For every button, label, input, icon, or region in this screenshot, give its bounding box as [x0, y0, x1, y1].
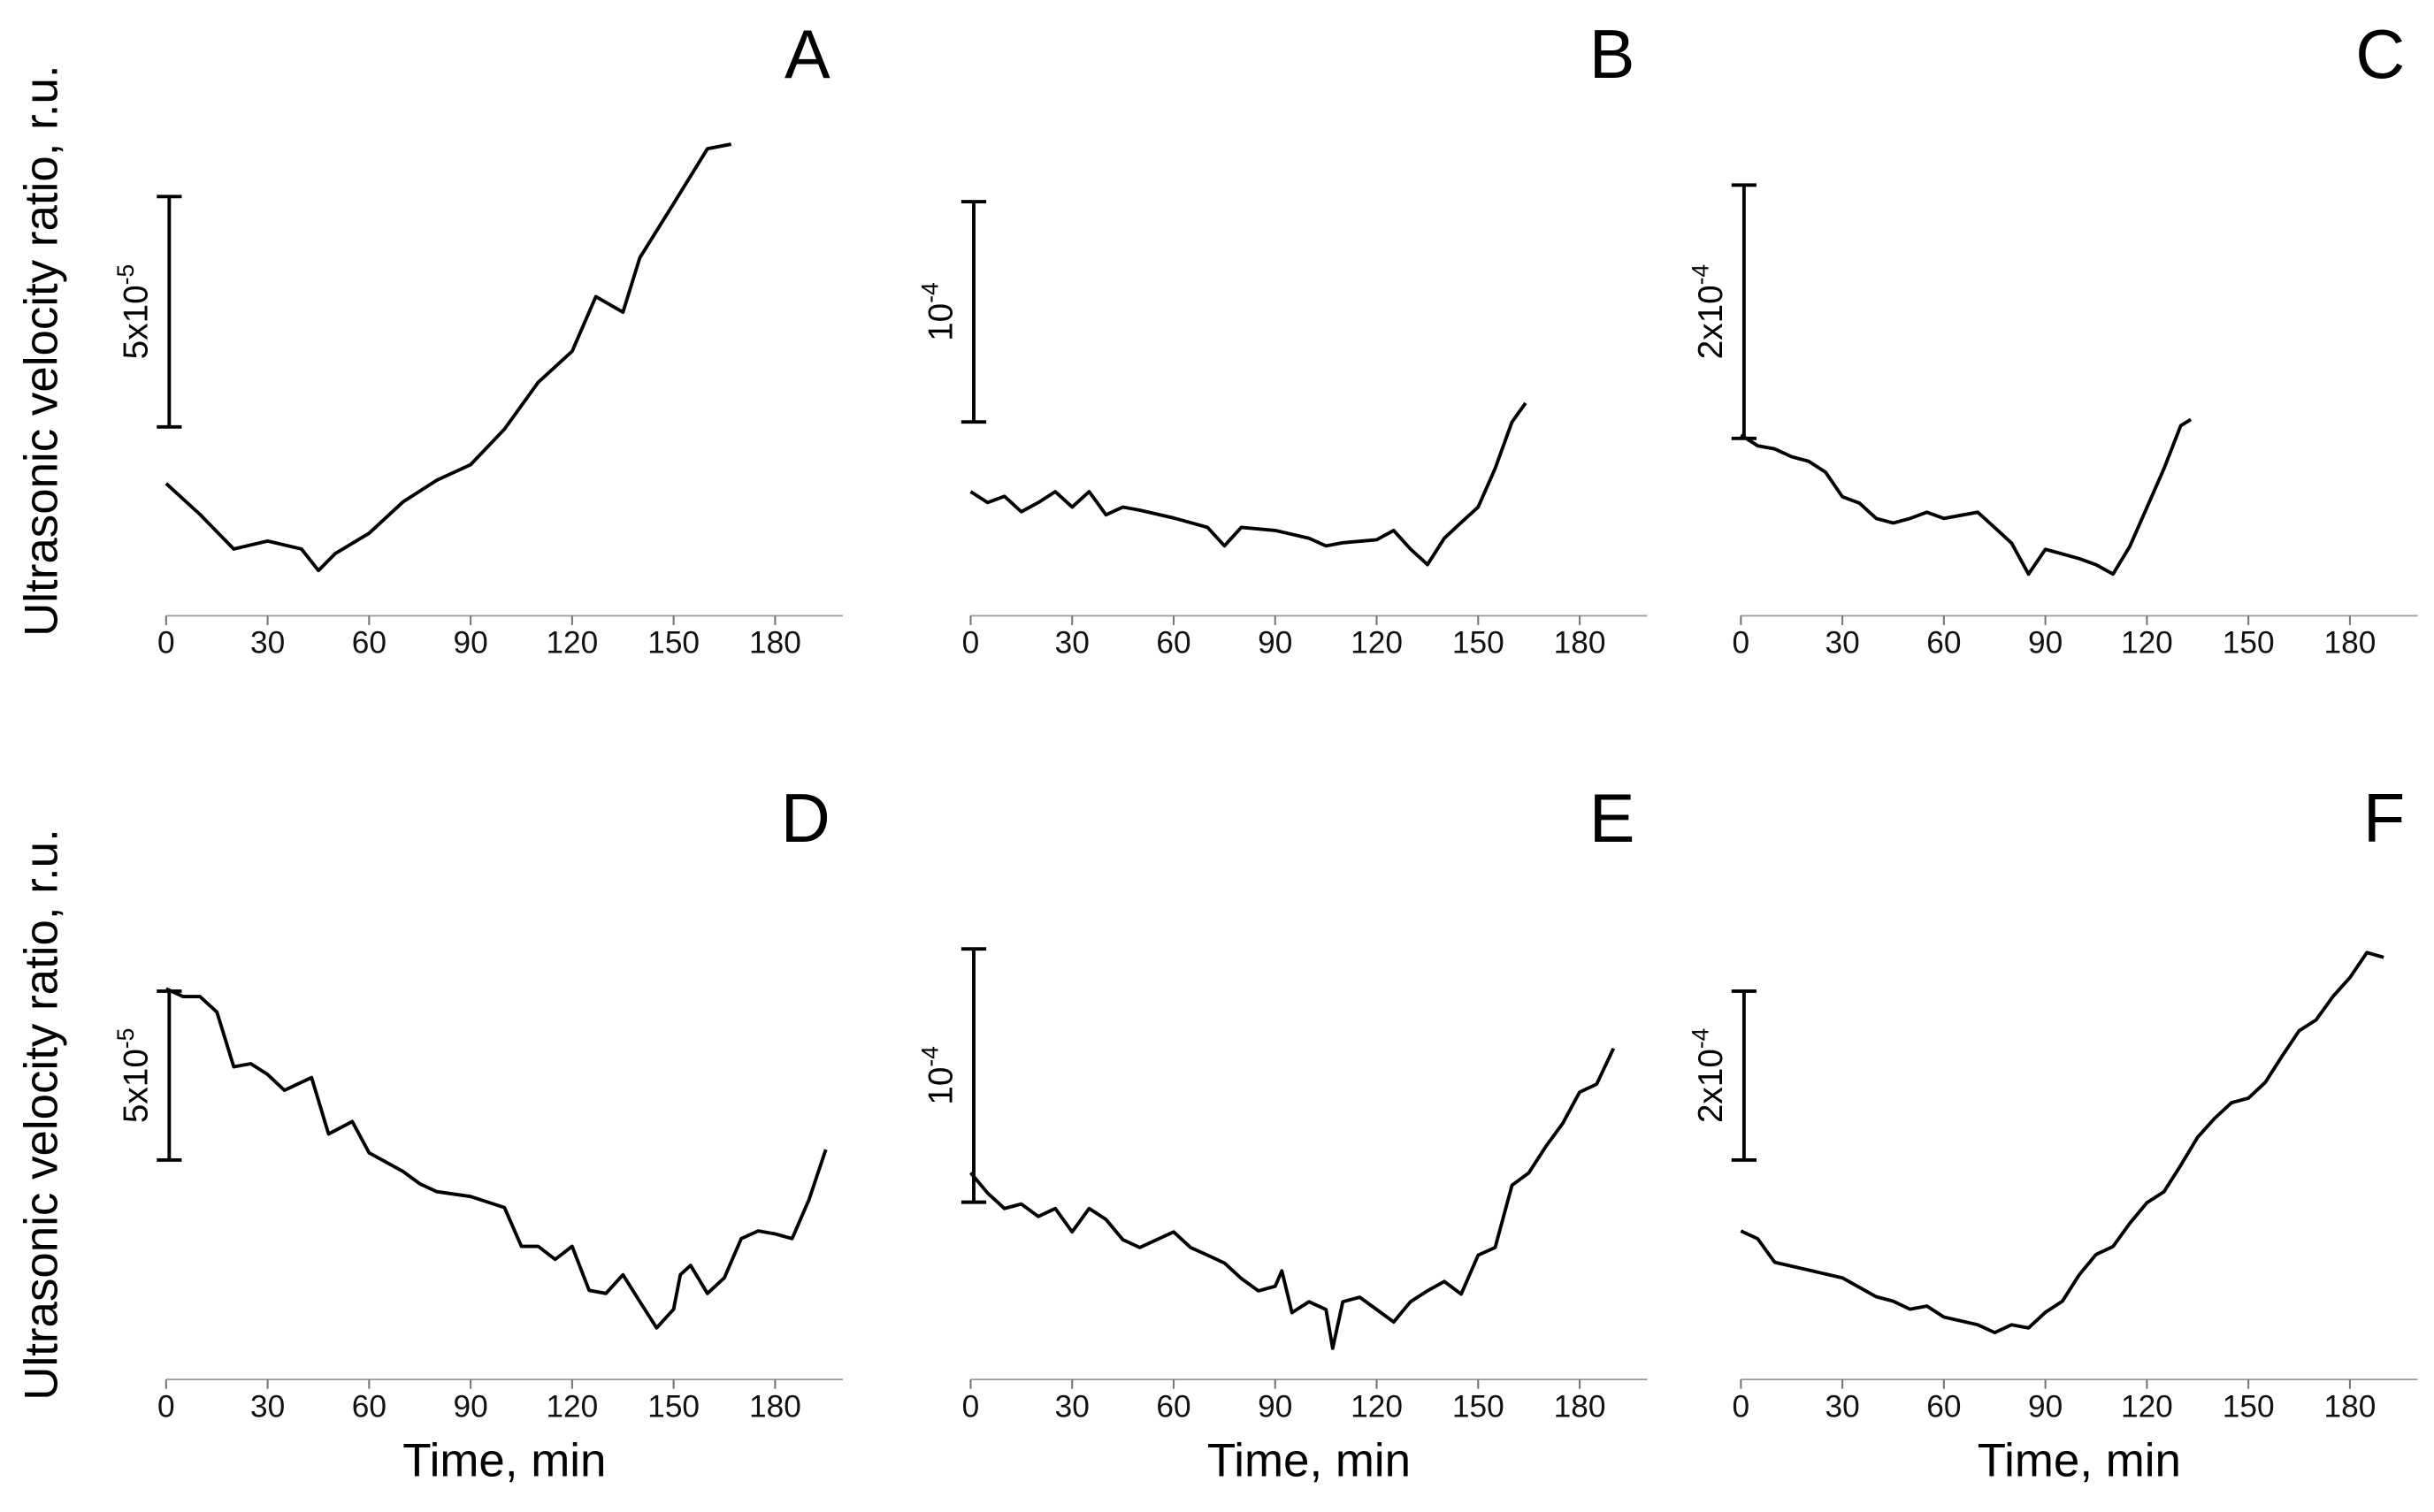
- x-tick-label: 0: [1733, 1389, 1750, 1424]
- x-tick-label: 150: [1452, 626, 1504, 661]
- x-tick-label: 0: [962, 626, 980, 661]
- x-tick-label: 0: [1733, 626, 1750, 661]
- x-tick-label: 30: [1825, 1389, 1859, 1424]
- data-line: [1740, 417, 2193, 577]
- scale-bar-base: 10: [922, 1067, 960, 1105]
- scale-bar: [157, 989, 182, 1162]
- scale-bar-base: 5x10: [118, 285, 156, 359]
- x-tick-label: 120: [1351, 1389, 1403, 1424]
- x-tick-label: 180: [749, 626, 801, 661]
- scale-bar-exponent: -4: [916, 282, 943, 303]
- x-tick-label: 0: [157, 1389, 175, 1424]
- scale-bar-base: 5x10: [118, 1049, 156, 1123]
- scale-bar-label: 5x10-5: [112, 264, 156, 360]
- scale-bar: [961, 947, 987, 1204]
- x-axis-label: Time, min: [402, 1434, 606, 1486]
- x-tick-label: 60: [1156, 626, 1190, 661]
- x-tick-label: 120: [1351, 626, 1403, 661]
- y-axis-label: Ultrasonic velocity ratio, r.u.: [15, 65, 67, 636]
- scale-bar-label: 10-4: [916, 1046, 960, 1105]
- scale-bar-exponent: -4: [1687, 1028, 1713, 1050]
- scale-bar: [1731, 989, 1757, 1162]
- data-line: [165, 987, 828, 1330]
- x-tick-label: 180: [1554, 1389, 1606, 1424]
- x-tick-label: 150: [2223, 626, 2275, 661]
- x-tick-label: 150: [647, 1389, 700, 1424]
- x-tick-label: 90: [453, 1389, 487, 1424]
- x-tick-label: 150: [647, 626, 700, 661]
- data-line: [165, 142, 732, 573]
- x-tick-label: 60: [1156, 1389, 1190, 1424]
- scale-bar-exponent: -5: [112, 264, 139, 286]
- panel-label: E: [1589, 781, 1635, 857]
- x-tick-label: 90: [1258, 626, 1292, 661]
- x-tick-label: 0: [157, 626, 175, 661]
- x-tick-label: 150: [1452, 1389, 1504, 1424]
- x-tick-label: 30: [1055, 1389, 1090, 1424]
- scale-bar-label: 5x10-5: [112, 1028, 156, 1124]
- scale-bar-label: 2x10-4: [1687, 1028, 1730, 1124]
- panel-label: F: [2363, 781, 2405, 857]
- scale-bar-base: 10: [922, 303, 960, 341]
- data-line: [1740, 951, 2384, 1335]
- scale-bar-label: 2x10-4: [1687, 264, 1730, 360]
- x-tick-label: 30: [1825, 626, 1859, 661]
- x-tick-label: 180: [1554, 626, 1606, 661]
- x-tick-label: 180: [2323, 1389, 2376, 1424]
- x-tick-label: 60: [1926, 626, 1961, 661]
- x-axis-label: Time, min: [1978, 1434, 2181, 1486]
- x-tick-label: 60: [352, 626, 387, 661]
- x-tick-label: 90: [453, 626, 487, 661]
- x-tick-label: 60: [1926, 1389, 1961, 1424]
- x-axis-label: Time, min: [1207, 1434, 1411, 1486]
- scale-bar-exponent: -5: [112, 1028, 139, 1050]
- x-tick-label: 90: [2028, 1389, 2063, 1424]
- scale-bar-base: 2x10: [1692, 1049, 1730, 1123]
- x-tick-label: 30: [250, 1389, 285, 1424]
- data-line: [968, 1047, 1616, 1350]
- x-tick-label: 90: [2028, 626, 2063, 661]
- scale-bar: [1731, 183, 1757, 440]
- scale-bar-exponent: -4: [916, 1046, 943, 1067]
- scale-bar-exponent: -4: [1687, 264, 1713, 286]
- scale-bar-base: 2x10: [1692, 285, 1730, 359]
- panel-label: C: [2355, 17, 2405, 93]
- x-tick-label: 120: [2121, 1389, 2173, 1424]
- data-line: [969, 401, 1527, 567]
- panel-label: A: [785, 17, 830, 93]
- x-tick-label: 120: [2121, 626, 2173, 661]
- y-axis-label: Ultrasonic velocity ratio, r.u.: [15, 829, 67, 1400]
- x-tick-label: 0: [962, 1389, 980, 1424]
- x-tick-label: 150: [2223, 1389, 2275, 1424]
- x-tick-label: 30: [1055, 626, 1090, 661]
- x-tick-label: 120: [546, 626, 598, 661]
- scale-bar: [961, 200, 987, 424]
- scale-bar-label: 10-4: [916, 282, 960, 341]
- panel-label: B: [1589, 17, 1635, 93]
- x-tick-label: 30: [250, 626, 285, 661]
- x-tick-label: 180: [2323, 626, 2376, 661]
- x-tick-label: 90: [1258, 1389, 1292, 1424]
- x-tick-label: 180: [749, 1389, 801, 1424]
- scale-bar: [157, 195, 182, 429]
- x-tick-label: 120: [546, 1389, 598, 1424]
- panel-label: D: [781, 781, 830, 857]
- x-tick-label: 60: [352, 1389, 387, 1424]
